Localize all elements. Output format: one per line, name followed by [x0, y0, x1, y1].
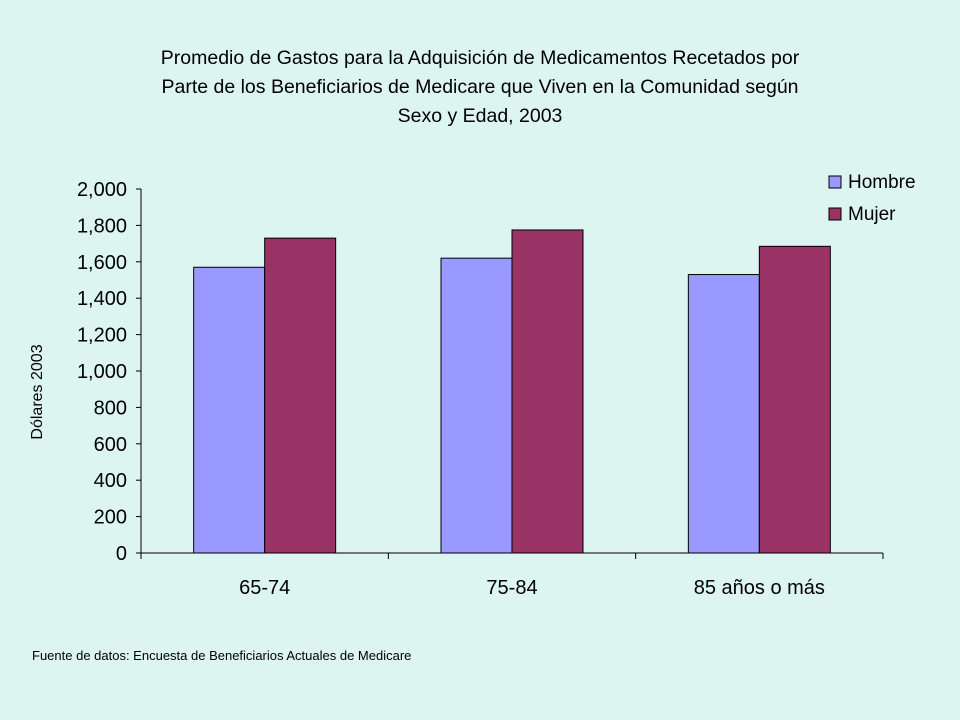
y-tick-label: 400: [94, 470, 127, 492]
y-tick-label: 800: [94, 397, 127, 419]
legend-swatch-hombre: [828, 175, 842, 189]
y-tick-label: 1,200: [77, 325, 127, 347]
title-line-2: Parte de los Beneficiarios de Medicare q…: [161, 76, 799, 98]
y-tick-label: 0: [116, 543, 127, 565]
bar-hombre-2: [440, 257, 513, 554]
y-axis-label: Dólares 2003: [29, 344, 46, 439]
source-note: Fuente de datos: Encuesta de Beneficiari…: [32, 648, 412, 663]
bar-hombre-1: [193, 266, 266, 554]
title-line-3: Sexo y Edad, 2003: [397, 105, 563, 127]
y-tick-label: 1,000: [77, 361, 127, 383]
bar-mujer-3: [758, 245, 831, 554]
bar-hombre-3: [687, 274, 760, 554]
chart-title: Promedio de Gastos para la Adquisición d…: [60, 44, 900, 131]
y-tick-label: 600: [94, 434, 127, 456]
y-tick-label: 1,400: [77, 288, 127, 310]
x-tick-label: 85 años o más: [694, 577, 825, 599]
y-tick-label: 200: [94, 507, 127, 529]
legend-label-mujer: Mujer: [848, 204, 896, 225]
bar-mujer-1: [264, 237, 337, 554]
y-tick-label: 1,600: [77, 252, 127, 274]
x-tick-label: 65-74: [239, 577, 290, 599]
y-tick-label: 1,800: [77, 215, 127, 237]
y-tick-label: 2,000: [77, 179, 127, 201]
x-tick-label: 75-84: [486, 577, 537, 599]
legend-swatch-mujer: [828, 207, 842, 221]
bar-mujer-2: [511, 229, 584, 554]
title-line-1: Promedio de Gastos para la Adquisición d…: [160, 47, 800, 69]
legend-label-hombre: Hombre: [848, 172, 916, 193]
